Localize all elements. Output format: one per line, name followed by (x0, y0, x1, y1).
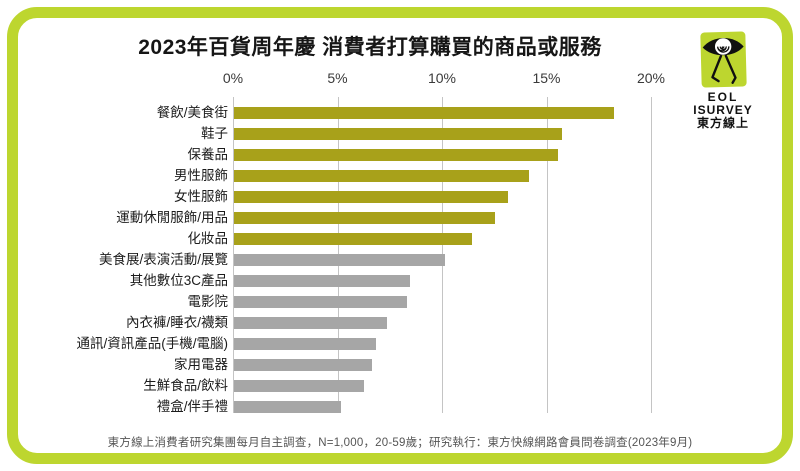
logo-line-isurvey: ISURVEY (693, 102, 753, 117)
bar-9 (234, 275, 410, 287)
gridline (233, 97, 234, 413)
bar-10 (234, 296, 408, 308)
bar-4 (234, 170, 529, 182)
category-label: 男性服飾 (174, 168, 228, 183)
eol-isurvey-logo: EOL ISURVEY 東方線上 (680, 31, 766, 130)
category-labels: 餐飲/美食街鞋子保養品男性服飾女性服飾運動休閒服飾/用品化妝品美食展/表演活動/… (36, 102, 229, 417)
x-tick-label: 5% (327, 70, 348, 86)
logo-line-chinese: 東方線上 (696, 116, 749, 131)
category-label: 鞋子 (201, 126, 228, 141)
gridline (651, 97, 652, 413)
logo-square (699, 31, 747, 88)
bar-14 (234, 380, 364, 392)
bar-5 (234, 191, 508, 203)
x-tick-label: 20% (636, 70, 666, 86)
x-tick-label: 15% (532, 70, 561, 86)
logo-text: EOL ISURVEY 東方線上 (680, 91, 766, 130)
source-note: 東方線上消費者研究集團每月自主調查，N=1,000，20-59歲；研究執行：東方… (107, 437, 693, 449)
category-label: 其他數位3C產品 (129, 273, 228, 288)
bar-6 (234, 212, 496, 224)
x-axis: 0% 5% 10% 15% 20% (223, 70, 673, 90)
category-label: 禮盒/伴手禮 (156, 399, 228, 414)
logo-line-eol: EOL (707, 90, 739, 104)
category-label: 運動休閒服飾/用品 (116, 210, 228, 225)
bar-11 (234, 317, 387, 329)
category-label: 餐飲/美食街 (156, 105, 228, 120)
bar-2 (234, 128, 563, 140)
category-label: 家用電器 (174, 357, 228, 372)
chart-title: 2023年百貨周年慶 消費者打算購買的商品或服務 (138, 36, 602, 59)
bar-1 (234, 107, 615, 119)
category-label: 內衣褲/睡衣/襪類 (125, 315, 228, 330)
x-tick-label: 10% (427, 70, 457, 86)
x-tick-label: 0% (222, 70, 244, 86)
category-label: 通訊/資訊產品(手機/電腦) (76, 336, 229, 351)
category-label: 美食展/表演活動/展覽 (98, 252, 228, 267)
bar-8 (234, 254, 446, 266)
eye-spiral-creature-icon (702, 38, 744, 84)
bar-3 (234, 149, 558, 161)
category-label: 化妝品 (187, 231, 229, 246)
bar-12 (234, 338, 377, 350)
category-label: 保養品 (187, 147, 229, 162)
bar-13 (234, 359, 372, 371)
category-label: 女性服飾 (174, 189, 228, 204)
category-label: 電影院 (187, 294, 229, 309)
category-label: 生鮮食品/飲料 (143, 378, 228, 393)
bar-7 (234, 233, 473, 245)
plot-area (233, 97, 663, 413)
bar-15 (234, 401, 341, 413)
gridline (546, 97, 548, 413)
